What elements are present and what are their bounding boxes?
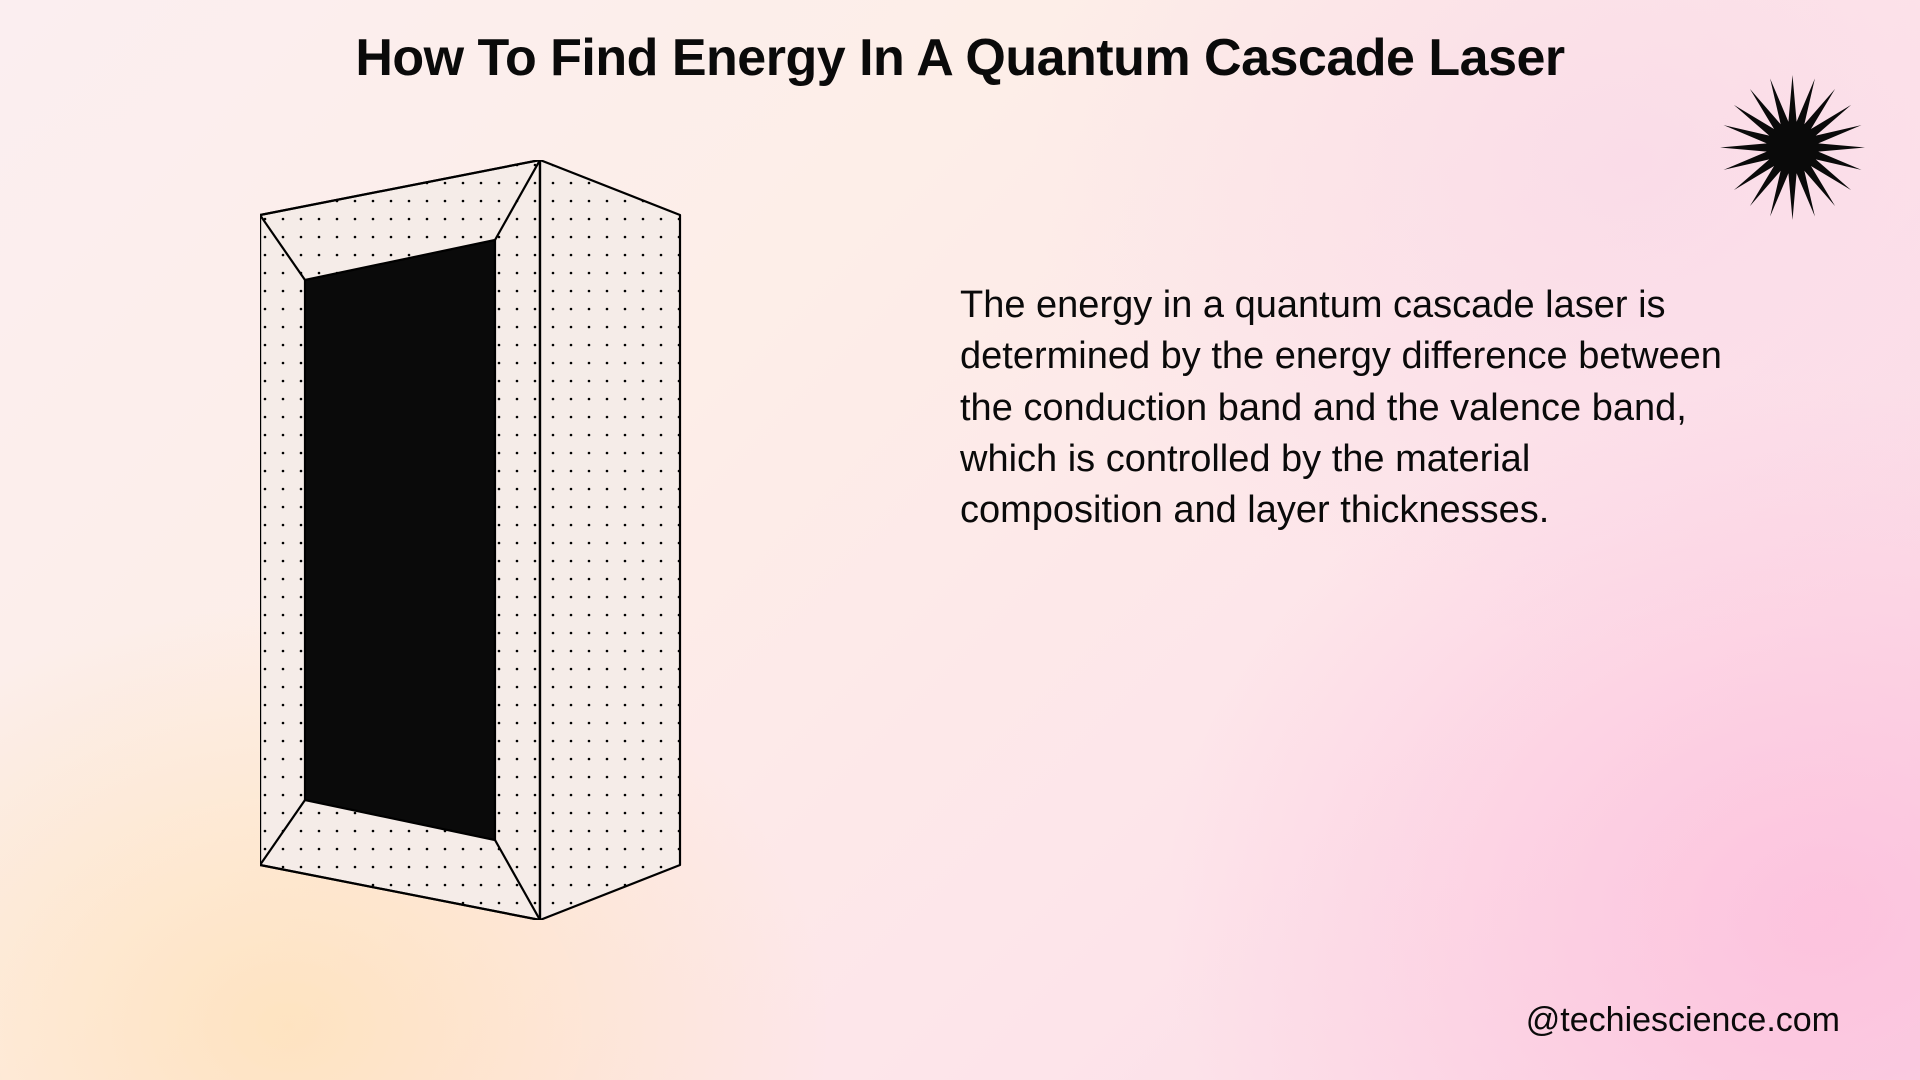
attribution-text: @techiescience.com — [1526, 1001, 1840, 1040]
page-title: How To Find Energy In A Quantum Cascade … — [0, 28, 1920, 88]
body-paragraph: The energy in a quantum cascade laser is… — [960, 280, 1740, 536]
hero-illustration — [260, 160, 690, 920]
starburst-icon — [1720, 75, 1865, 220]
